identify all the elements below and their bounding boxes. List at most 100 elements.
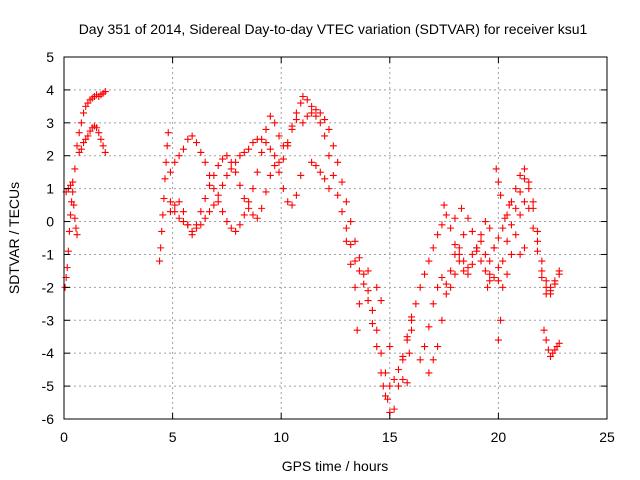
data-point	[192, 221, 200, 229]
data-point	[451, 241, 459, 249]
data-point	[520, 165, 528, 173]
data-point	[499, 257, 507, 265]
data-point	[308, 102, 316, 110]
data-point	[351, 283, 359, 291]
data-point	[161, 175, 169, 183]
x-tick-label: 10	[273, 429, 289, 445]
data-point	[529, 224, 537, 232]
data-point	[284, 139, 292, 147]
data-point	[70, 201, 78, 209]
data-point	[516, 250, 524, 258]
data-point	[538, 257, 546, 265]
data-point	[321, 116, 329, 124]
x-tick-labels: 0 5 10 15 20 25	[60, 429, 615, 445]
data-point	[266, 171, 274, 179]
data-point	[412, 300, 420, 308]
data-point	[312, 112, 320, 120]
data-point	[386, 382, 394, 390]
data-point	[501, 214, 509, 222]
data-point	[210, 185, 218, 193]
y-tick-label: -2	[42, 279, 55, 295]
data-point	[499, 283, 507, 291]
data-point	[516, 188, 524, 196]
data-point	[288, 201, 296, 209]
y-tick-label: 5	[46, 49, 54, 65]
data-point	[538, 273, 546, 281]
data-point	[542, 336, 550, 344]
data-point	[481, 267, 489, 275]
data-point	[67, 211, 75, 219]
data-point	[477, 237, 485, 245]
data-point	[77, 119, 85, 127]
y-tick-label: -5	[42, 378, 55, 394]
data-point	[512, 204, 520, 212]
data-point	[240, 148, 248, 156]
data-point	[486, 257, 494, 265]
data-point	[468, 260, 476, 268]
data-point	[421, 270, 429, 278]
data-point	[97, 135, 105, 143]
data-point	[329, 142, 337, 150]
y-axis-label: SDTVAR / TECUs	[6, 182, 22, 294]
data-point	[93, 124, 101, 132]
data-point	[279, 155, 287, 163]
y-tick-label: -1	[42, 246, 55, 262]
data-point	[529, 198, 537, 206]
data-point	[249, 139, 257, 147]
data-point	[69, 188, 77, 196]
data-point	[210, 171, 218, 179]
data-point	[394, 366, 402, 374]
data-point	[156, 257, 164, 265]
data-point	[551, 280, 559, 288]
data-point	[171, 158, 179, 166]
data-point	[379, 382, 387, 390]
y-tick-label: 2	[46, 148, 54, 164]
data-point	[533, 237, 541, 245]
data-point	[547, 287, 555, 295]
data-point	[394, 382, 402, 390]
data-point	[72, 224, 80, 232]
data-point	[245, 145, 253, 153]
data-point	[197, 208, 205, 216]
data-point	[232, 227, 240, 235]
data-point	[373, 326, 381, 334]
data-point	[438, 273, 446, 281]
data-point	[447, 224, 455, 232]
data-point	[159, 211, 167, 219]
data-point	[275, 158, 283, 166]
data-point	[171, 201, 179, 209]
data-point	[227, 158, 235, 166]
data-point	[279, 185, 287, 193]
data-point	[468, 227, 476, 235]
data-point	[416, 283, 424, 291]
data-point	[227, 165, 235, 173]
data-point	[73, 142, 81, 150]
data-point	[542, 290, 550, 298]
data-point	[451, 270, 459, 278]
data-point	[297, 171, 305, 179]
data-point	[408, 313, 416, 321]
data-point	[188, 231, 196, 239]
data-point	[329, 171, 337, 179]
data-point	[64, 247, 72, 255]
data-point	[80, 109, 88, 117]
data-point	[158, 227, 166, 235]
data-point	[347, 218, 355, 226]
y-tick-label: 4	[46, 82, 54, 98]
data-point	[440, 201, 448, 209]
data-point	[184, 135, 192, 143]
data-point	[460, 231, 468, 239]
data-point	[368, 320, 376, 328]
data-point	[77, 145, 85, 153]
data-point	[555, 267, 563, 275]
data-point	[505, 201, 513, 209]
data-point	[538, 267, 546, 275]
data-point	[175, 152, 183, 160]
data-point	[175, 214, 183, 222]
data-point	[405, 349, 413, 357]
data-point	[351, 237, 359, 245]
data-point	[236, 152, 244, 160]
data-point	[245, 198, 253, 206]
data-point	[253, 214, 261, 222]
data-point	[494, 178, 502, 186]
